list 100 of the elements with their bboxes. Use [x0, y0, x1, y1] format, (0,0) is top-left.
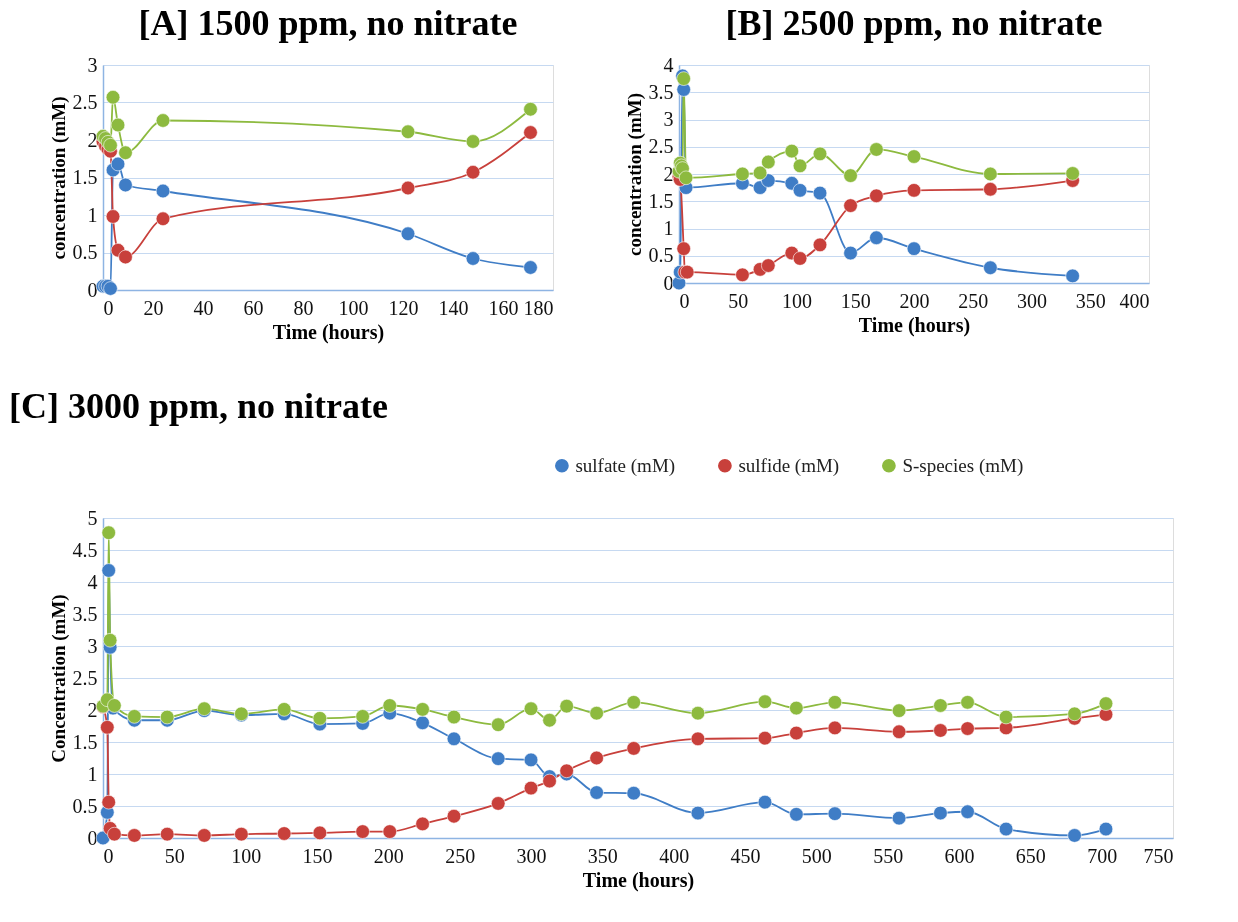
- point: [155, 113, 171, 128]
- x-tick-label: 180: [523, 296, 554, 319]
- point: [110, 156, 126, 172]
- point: [542, 773, 557, 789]
- point: [792, 158, 808, 173]
- point: [735, 166, 750, 182]
- point: [812, 185, 828, 201]
- legend-label: sulfide (mM): [738, 454, 840, 477]
- x-tick-label: 550: [873, 844, 904, 867]
- point: [983, 182, 998, 197]
- point: [792, 251, 808, 266]
- point: [415, 702, 430, 717]
- x-tick-label: 20: [143, 296, 164, 319]
- x-tick-label: 650: [1015, 844, 1046, 867]
- y-tick-label: 1: [87, 762, 98, 785]
- point: [891, 810, 907, 826]
- chart-title: [B] 2500 ppm, no nitrate: [725, 3, 1103, 43]
- point: [110, 117, 126, 133]
- chart-title: [C] 3000 ppm, no nitrate: [9, 386, 389, 426]
- x-tick-label: 300: [1017, 289, 1047, 312]
- y-tick-label: 2: [87, 128, 98, 151]
- x-tick-label: 700: [1087, 844, 1118, 867]
- x-tick-label: 300: [516, 844, 547, 867]
- x-tick-label: 450: [730, 844, 761, 867]
- point: [906, 183, 922, 198]
- point: [960, 721, 975, 736]
- point: [100, 720, 115, 735]
- point: [891, 703, 907, 718]
- x-tick-label: 500: [801, 844, 832, 867]
- point: [906, 149, 922, 164]
- point: [523, 260, 538, 275]
- point: [933, 723, 948, 738]
- point: [843, 198, 858, 213]
- x-axis-title: Time (hours): [272, 320, 385, 344]
- point: [676, 241, 691, 256]
- point: [933, 698, 948, 713]
- x-tick-label: 750: [1143, 844, 1174, 867]
- y-tick-label: 2: [663, 162, 674, 185]
- x-tick-label: 0: [103, 296, 114, 319]
- x-tick-label: 60: [243, 296, 264, 319]
- point: [400, 226, 416, 241]
- x-tick-label: 250: [445, 844, 476, 867]
- point: [490, 717, 506, 732]
- point: [355, 709, 370, 724]
- point: [757, 794, 773, 810]
- point: [1065, 268, 1080, 284]
- point: [415, 715, 430, 730]
- point: [155, 211, 171, 226]
- point: [276, 702, 292, 717]
- point: [400, 124, 416, 139]
- point: [843, 245, 858, 261]
- point: [1098, 696, 1114, 711]
- point: [523, 125, 538, 140]
- point: [757, 730, 773, 746]
- y-axis-title: concentration (mM): [623, 92, 646, 257]
- x-axis-title: Time (hours): [858, 313, 971, 337]
- x-tick-label: 150: [840, 289, 871, 312]
- x-tick-label: 50: [164, 844, 185, 867]
- point: [589, 750, 604, 766]
- point: [523, 780, 539, 796]
- point: [446, 809, 462, 824]
- point: [101, 794, 116, 810]
- point: [102, 633, 118, 648]
- point: [312, 711, 328, 726]
- point: [690, 731, 706, 746]
- chart-title: [A] 1500 ppm, no nitrate: [138, 3, 518, 43]
- x-tick-label: 0: [103, 844, 114, 867]
- point: [559, 698, 574, 714]
- point: [465, 134, 481, 149]
- y-tick-label: 2: [87, 698, 98, 721]
- point: [1067, 828, 1082, 843]
- y-axis-title: concentration (mM): [47, 96, 70, 260]
- point: [827, 806, 843, 821]
- point: [312, 825, 328, 841]
- x-tick-label: 160: [488, 296, 519, 319]
- point: [827, 695, 843, 710]
- point: [107, 826, 122, 842]
- y-tick-label: 1.5: [648, 189, 674, 212]
- x-tick-label: 350: [1075, 289, 1106, 312]
- point: [983, 166, 998, 182]
- point: [276, 826, 292, 841]
- point: [105, 90, 121, 105]
- y-tick-label: 4: [87, 570, 98, 593]
- point: [523, 102, 538, 117]
- point: [155, 183, 171, 199]
- point: [118, 145, 133, 160]
- point: [812, 237, 828, 253]
- point: [465, 251, 481, 266]
- point: [735, 267, 750, 282]
- point: [960, 804, 975, 819]
- y-tick-label: 0.5: [72, 794, 98, 817]
- y-tick-label: 0.5: [72, 241, 98, 263]
- legend-label: S-species (mM): [902, 454, 1024, 477]
- y-tick-label: 3: [87, 53, 98, 76]
- y-tick-label: 0: [87, 826, 98, 849]
- y-tick-label: 0: [663, 271, 674, 294]
- x-tick-label: 40: [193, 296, 214, 319]
- point: [127, 828, 142, 843]
- point: [127, 709, 142, 724]
- point: [160, 826, 175, 842]
